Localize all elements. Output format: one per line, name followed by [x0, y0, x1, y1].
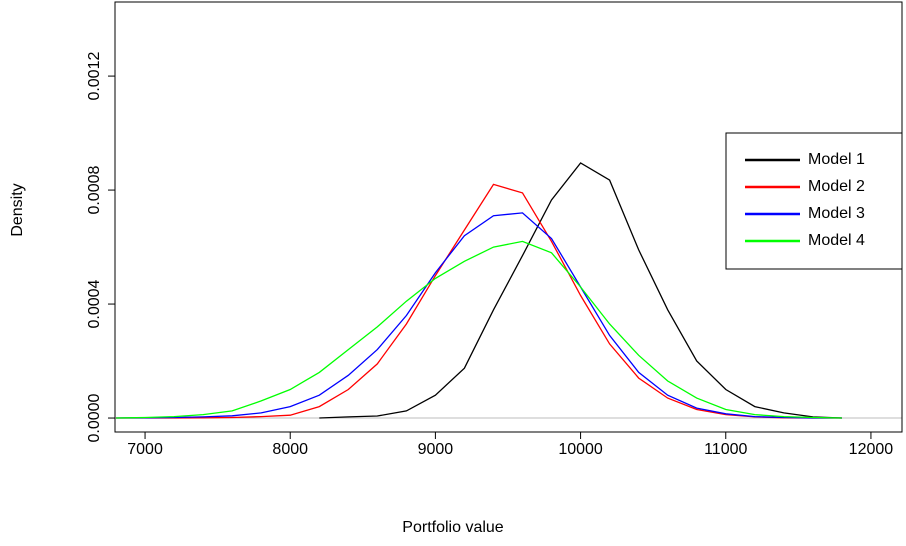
y-axis-label: Density — [9, 183, 26, 236]
x-tick-label: 10000 — [558, 441, 603, 458]
legend-label: Model 2 — [808, 178, 865, 195]
y-tick-label: 0.0012 — [86, 52, 103, 101]
density-line — [115, 212, 842, 419]
x-axis-label: Portfolio value — [402, 519, 503, 536]
legend-label: Model 4 — [808, 232, 865, 249]
x-tick-label: 11000 — [704, 441, 747, 458]
x-tick-label: 12000 — [849, 441, 894, 458]
legend-label: Model 3 — [808, 205, 865, 222]
density-line — [115, 240, 842, 419]
legend-box — [725, 132, 903, 270]
legend-label: Model 1 — [808, 151, 865, 168]
x-tick-label: 9000 — [418, 441, 454, 458]
density-line — [319, 162, 842, 419]
y-tick-label: 0.0000 — [86, 393, 103, 442]
x-tick-label: 7000 — [127, 441, 163, 458]
y-tick-label: 0.0008 — [86, 166, 103, 215]
y-tick-label: 0.0004 — [86, 279, 103, 328]
density-line — [116, 183, 842, 419]
x-tick-label: 8000 — [272, 441, 308, 458]
